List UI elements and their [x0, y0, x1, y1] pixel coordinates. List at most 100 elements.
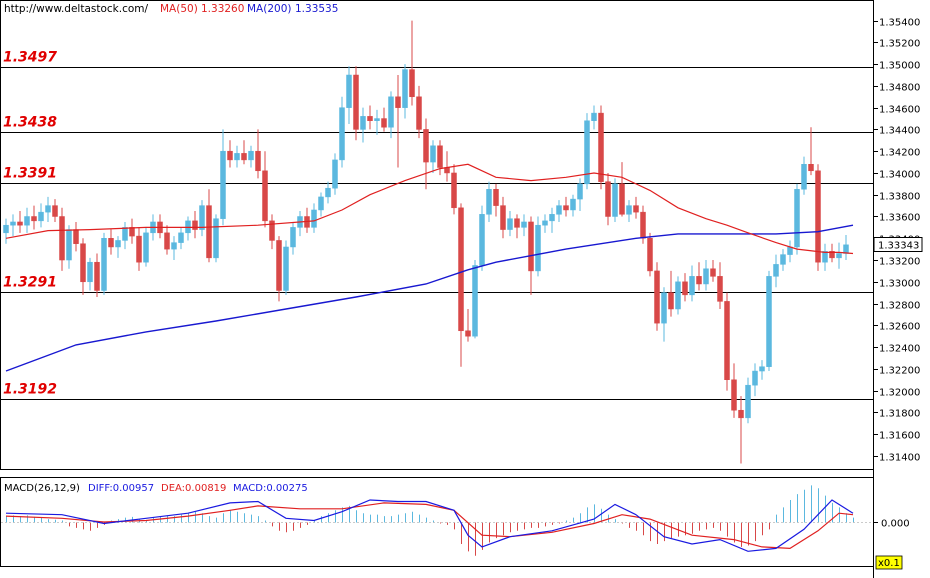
y-tick-label: 1.34400 — [879, 126, 920, 137]
candle — [248, 145, 254, 168]
candle-body — [605, 181, 611, 217]
candle-body — [3, 224, 9, 234]
candle — [101, 232, 107, 295]
candle-body — [675, 281, 681, 310]
candle-body — [395, 96, 401, 108]
y-tick-label: 1.33600 — [879, 213, 920, 224]
candle-body — [38, 211, 44, 222]
candle-body — [451, 172, 457, 209]
candle — [451, 164, 457, 215]
candle-body — [388, 96, 394, 128]
candle-body — [549, 214, 555, 222]
candle — [521, 214, 527, 237]
candle — [556, 200, 562, 222]
candle — [633, 196, 639, 219]
candle-body — [472, 265, 478, 337]
candle — [458, 203, 464, 367]
candle-body — [10, 221, 16, 226]
candle-body — [493, 189, 499, 206]
current-price-tag: 1.33343 — [873, 237, 923, 252]
candle — [549, 207, 555, 233]
candle — [752, 363, 758, 397]
candle-body — [465, 330, 471, 337]
candle — [115, 236, 121, 258]
candle — [255, 129, 261, 179]
candle-body — [661, 292, 667, 324]
candle-body — [619, 183, 625, 215]
level-label: 1.3391 — [3, 166, 57, 182]
candle — [535, 216, 541, 277]
candle-body — [283, 246, 289, 291]
candle — [612, 178, 618, 222]
macd-zero-tick-label: 0.000 — [881, 519, 910, 530]
candle — [437, 140, 443, 176]
candle — [724, 292, 730, 391]
candle — [269, 214, 275, 250]
candle — [605, 172, 611, 226]
candle-body — [101, 238, 107, 291]
candle — [514, 214, 520, 239]
candle — [801, 156, 807, 195]
candle-body — [668, 292, 674, 310]
candle — [654, 262, 660, 331]
candle-body — [346, 74, 352, 108]
candle — [290, 221, 296, 255]
candle — [836, 242, 842, 269]
candle-body — [794, 189, 800, 248]
candle-body — [570, 198, 576, 211]
candle-body — [241, 153, 247, 161]
candle-body — [318, 196, 324, 211]
candle — [780, 249, 786, 271]
candle-body — [633, 205, 639, 213]
candle — [213, 214, 219, 263]
candle — [563, 196, 569, 217]
candle-body — [59, 216, 65, 261]
candle-body — [276, 240, 282, 291]
candle-body — [402, 69, 408, 108]
candle-body — [458, 207, 464, 332]
candle-body — [647, 238, 653, 272]
candle-body — [682, 281, 688, 296]
candle-body — [787, 246, 793, 255]
y-tick-label: 1.34800 — [879, 83, 920, 94]
candle-body — [563, 205, 569, 211]
candle-body — [353, 74, 359, 130]
candle — [367, 105, 373, 130]
candle — [3, 218, 9, 244]
candle — [136, 227, 142, 271]
candle — [465, 309, 471, 342]
candle-body — [430, 145, 436, 163]
candle-body — [115, 240, 121, 248]
candle-body — [696, 276, 702, 285]
y-tick-label: 1.34600 — [879, 105, 920, 116]
candle-body — [311, 209, 317, 228]
candle-body — [17, 221, 23, 226]
candle — [766, 270, 772, 372]
candle-body — [689, 276, 695, 296]
candle-body — [752, 370, 758, 386]
candle-body — [290, 227, 296, 248]
candle-body — [45, 205, 51, 213]
candle — [696, 262, 702, 291]
candle-body — [255, 150, 261, 172]
candle — [311, 203, 317, 233]
candle-body — [24, 216, 30, 226]
candle-body — [829, 251, 835, 259]
candle-body — [486, 189, 492, 215]
candle — [45, 196, 51, 222]
candle-body — [409, 69, 415, 98]
candle — [262, 151, 268, 228]
candle-body — [129, 227, 135, 237]
candle-body — [381, 118, 387, 128]
candle — [87, 257, 93, 291]
candle — [493, 183, 499, 217]
candle — [353, 66, 359, 141]
y-tick-label: 1.34000 — [879, 170, 920, 181]
candle — [472, 260, 478, 339]
candle — [143, 227, 149, 267]
candle-body — [262, 170, 268, 222]
candle — [10, 214, 16, 237]
candle-body — [220, 150, 226, 219]
candle-body — [248, 150, 254, 161]
